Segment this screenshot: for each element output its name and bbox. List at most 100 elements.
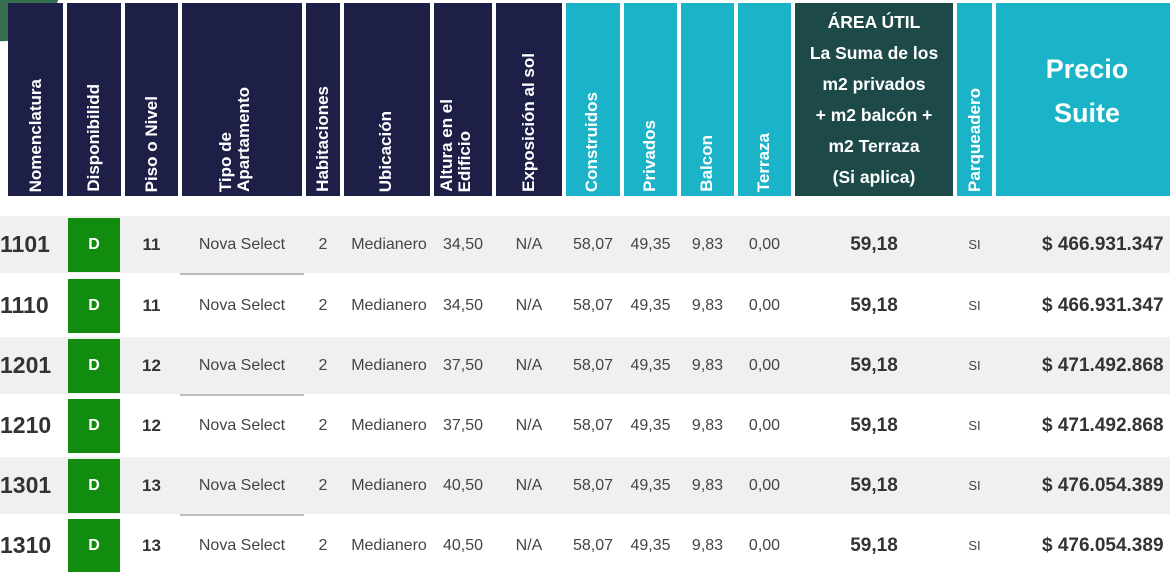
header-altura: Altura en el Edificio [434,3,492,196]
cell-privados: 49,35 [630,235,671,253]
availability-badge: D [68,279,120,333]
header-area-util: ÁREA ÚTIL La Suma de los m2 privados + m… [795,3,953,196]
cell-piso: 13 [142,535,161,555]
table-row: 1110 D 11 Nova Select 2 Medianero 34,50 N/A 58,0… [0,277,1170,334]
header-exposicion: Exposición al sol [496,3,562,196]
availability-badge: D [68,459,120,513]
table-row: 1201 D 12 Nova Select 2 Medianero 37,50 N/A 58,0… [0,337,1170,396]
cell-exposicion: N/A [515,536,543,554]
cell-balcon: 9,83 [691,476,724,494]
cell-tipo: Nova Select [198,536,286,554]
cell-construidos: 58,07 [572,296,614,314]
cell-altura: 37,50 [442,416,484,434]
cell-construidos: 58,07 [572,235,614,253]
header-precio-line-1: Precio [1045,53,1129,84]
cell-balcon: 9,83 [691,416,724,434]
header-terraza-label: Terraza [754,132,773,192]
header-area-line-3: m2 privados [822,73,926,94]
header-precio-line-2: Suite [1053,97,1120,128]
cell-exposicion: N/A [515,416,543,434]
cell-nomenclatura: 1201 [0,352,52,378]
table-row: 1101 D 11 Nova Select 2 Medianero 34,50 N/A 58,0… [0,216,1170,275]
cell-parqueadero: SI [968,418,981,433]
header-piso-label: Piso o Nivel [141,95,161,192]
cell-exposicion: N/A [515,235,543,253]
cell-nomenclatura: 1310 [0,532,52,558]
header-tipo: Tipo de Apartamento [182,3,302,196]
cell-habitaciones: 2 [318,476,328,494]
header-terraza: Terraza [738,3,791,196]
row-divider [180,514,304,516]
cell-area-util: 59,18 [850,354,898,376]
header-nomenclatura-label: Nomenclatura [25,78,45,192]
cell-parqueadero: SI [968,358,981,373]
header-altura-label-1: Altura en el [437,99,456,192]
header-altura-label-2: Edificio [455,130,474,192]
cell-nomenclatura: 1101 [0,231,50,257]
cell-tipo: Nova Select [198,356,286,374]
header-area-line-1: ÁREA ÚTIL [827,11,921,32]
header-tipo-label-2: Apartamento [234,87,253,192]
cell-piso: 11 [142,295,161,315]
cell-tipo: Nova Select [198,296,286,314]
cell-altura: 37,50 [442,356,484,374]
header-exposicion-label: Exposición al sol [519,53,538,192]
cell-exposicion: N/A [515,296,543,314]
cell-privados: 49,35 [630,416,671,434]
header-disponibilidad-label: Disponibilidd [84,84,103,192]
header-habitaciones: Habitaciones [306,3,340,196]
header-area-line-4: + m2 balcón + [815,104,933,125]
cell-terraza: 0,00 [748,296,781,314]
cell-terraza: 0,00 [748,416,781,434]
availability-badge: D [68,399,120,453]
cell-piso: 11 [142,234,161,254]
cell-area-util: 59,18 [850,414,898,436]
cell-exposicion: N/A [515,356,543,374]
cell-parqueadero: SI [968,538,981,553]
row-divider [180,273,304,275]
header-area-line-5: m2 Terraza [828,135,920,156]
cell-parqueadero: SI [968,478,981,493]
cell-tipo: Nova Select [198,416,286,434]
cell-precio: $ 466.931.347 [1042,294,1164,316]
table-row: 1210 D 12 Nova Select 2 Medianero 37,50 N/A 58,0… [0,397,1170,454]
header-parqueadero-label: Parqueadero [964,88,984,192]
cell-altura: 34,50 [442,296,484,314]
cell-piso: 12 [142,415,161,435]
cell-habitaciones: 2 [318,235,328,253]
cell-balcon: 9,83 [691,296,724,314]
header-balcon: Balcon [681,3,734,196]
header-construidos: Construidos [566,3,620,196]
cell-habitaciones: 2 [318,296,328,314]
cell-precio: $ 476.054.389 [1042,534,1164,556]
cell-habitaciones: 2 [318,536,328,554]
cell-construidos: 58,07 [572,356,614,374]
cell-tipo: Nova Select [198,235,286,253]
cell-ubicacion: Medianero [351,536,427,554]
cell-area-util: 59,18 [850,233,898,255]
header-nomenclatura: Nomenclatura [8,3,63,196]
cell-altura: 40,50 [442,536,484,554]
header-habitaciones-label: Habitaciones [313,86,332,192]
header-precio: Precio Suite [996,3,1170,196]
cell-exposicion: N/A [515,476,543,494]
header-balcon-label: Balcon [697,135,716,192]
cell-construidos: 58,07 [572,476,614,494]
header-area-line-6: (Si aplica) [832,166,916,187]
cell-tipo: Nova Select [198,476,286,494]
cell-ubicacion: Medianero [351,476,427,494]
header-ubicacion-label: Ubicación [376,110,395,192]
availability-badge: D [68,218,120,272]
cell-piso: 13 [142,475,161,495]
cell-privados: 49,35 [630,356,671,374]
cell-terraza: 0,00 [748,235,781,253]
header-piso: Piso o Nivel [125,3,178,196]
cell-precio: $ 471.492.868 [1042,354,1164,376]
cell-habitaciones: 2 [318,416,328,434]
cell-terraza: 0,00 [748,476,781,494]
header-parqueadero: Parqueadero [957,3,992,196]
cell-altura: 34,50 [442,235,484,253]
cell-precio: $ 476.054.389 [1042,474,1164,496]
cell-area-util: 59,18 [850,294,898,316]
header-disponibilidad: Disponibilidd [67,3,121,196]
